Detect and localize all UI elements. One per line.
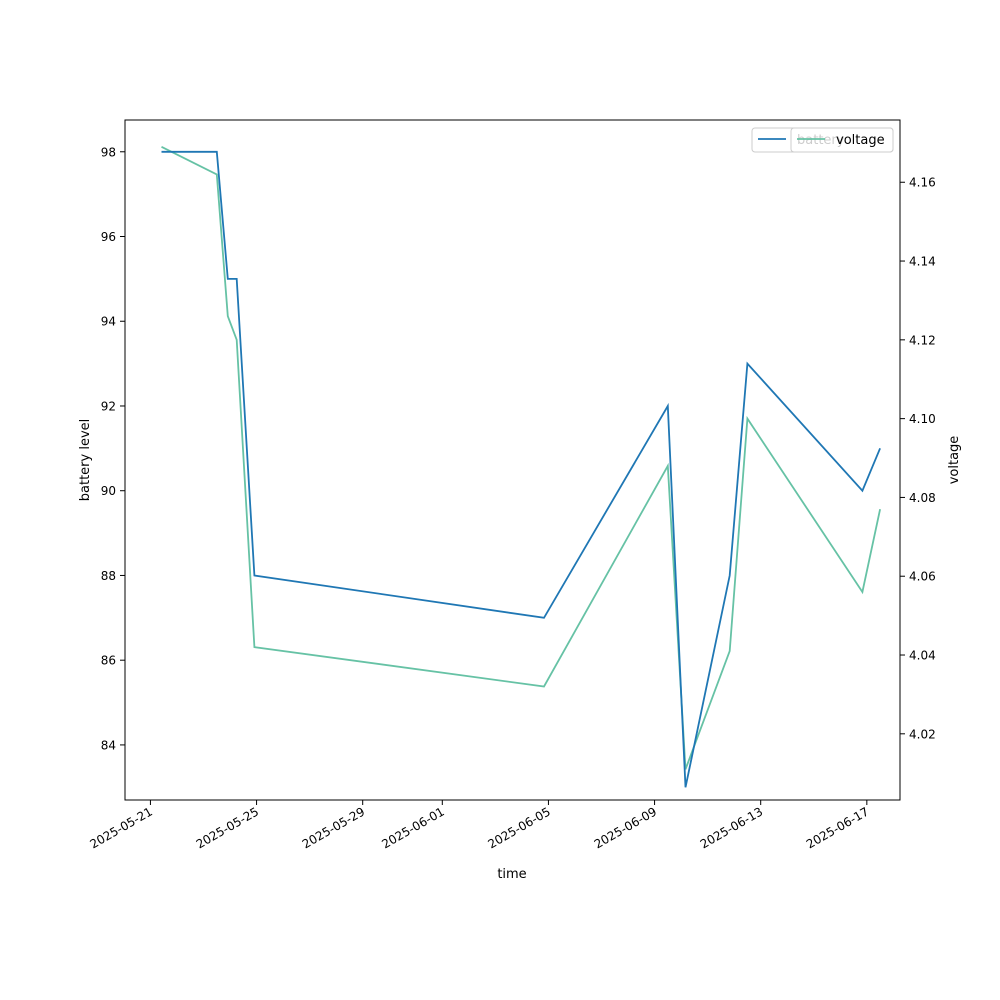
y-left-tick-label: 90 [101,484,116,498]
y-right-tick-label: 4.10 [909,412,936,426]
y-left-tick-label: 92 [101,399,116,413]
y-right-tick-label: 4.04 [909,649,936,663]
y-right-tick-label: 4.08 [909,491,936,505]
y-right-tick-label: 4.12 [909,333,936,347]
y-left-tick-label: 98 [101,145,116,159]
series-layer [161,145,881,788]
y-right-tick-label: 4.14 [909,255,936,269]
y-right-tick-label: 4.16 [909,176,936,190]
series-line-battery [161,150,881,788]
legend-layer: batteryvoltage [751,127,894,153]
legend-label-voltage: voltage [836,133,885,148]
y-left-tick-label: 96 [101,230,116,244]
x-axis-label: time [497,867,526,882]
legend-box [790,127,894,153]
y-right-axis-label: voltage [947,436,962,485]
y-left-tick-label: 94 [101,315,116,329]
y-right-axis-ticks: 4.02 4.04 4.06 4.08 4.10 4.12 4.14 4.16 [900,176,936,741]
y-left-tick-label: 86 [101,654,116,668]
plot-area [125,120,900,800]
plot-frame [124,119,901,801]
series-line-voltage [161,145,881,770]
y-left-axis-label: battery level [78,419,93,502]
y-left-axis-ticks: 84 86 88 90 92 94 96 98 [101,145,125,752]
y-left-tick-label: 84 [101,738,116,752]
y-right-tick-label: 4.06 [909,570,936,584]
y-right-tick-label: 4.02 [909,727,936,741]
y-left-tick-label: 88 [101,569,116,583]
legend-voltage: voltage [790,127,894,153]
